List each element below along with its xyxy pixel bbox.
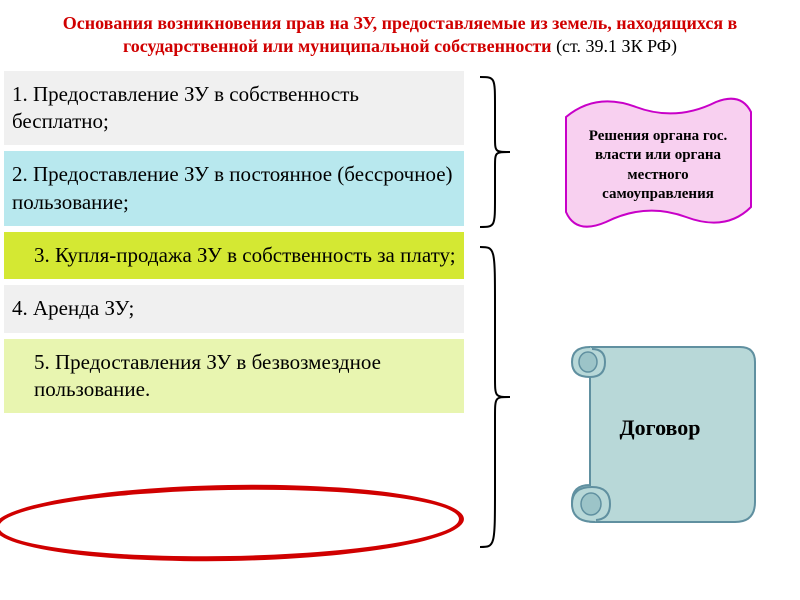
item-list: 1. Предоставление ЗУ в собственность бес…: [4, 71, 464, 419]
item-3: 3. Купля-продажа ЗУ в собственность за п…: [4, 232, 464, 279]
content-area: 1. Предоставление ЗУ в собственность бес…: [0, 67, 800, 567]
callout-contract-text: Договор: [580, 415, 740, 441]
item-5: 5. Предоставления ЗУ в безвозмездное пол…: [4, 339, 464, 414]
callout-decision: Решения органа гос. власти или органа ме…: [556, 87, 756, 242]
title-black-part: (ст. 39.1 ЗК РФ): [552, 36, 677, 56]
brackets-svg: [470, 67, 530, 567]
item-2: 2. Предоставление ЗУ в постоянное (бесср…: [4, 151, 464, 226]
item-1: 1. Предоставление ЗУ в собственность бес…: [4, 71, 464, 146]
brace-bottom: [480, 247, 510, 547]
highlight-ellipse: [0, 481, 465, 565]
callout-contract: Договор: [560, 327, 760, 537]
slide-title: Основания возникновения прав на ЗУ, пред…: [0, 0, 800, 67]
item-4: 4. Аренда ЗУ;: [4, 285, 464, 332]
brace-top: [480, 77, 510, 227]
callout-decision-text: Решения органа гос. власти или органа ме…: [578, 127, 738, 205]
